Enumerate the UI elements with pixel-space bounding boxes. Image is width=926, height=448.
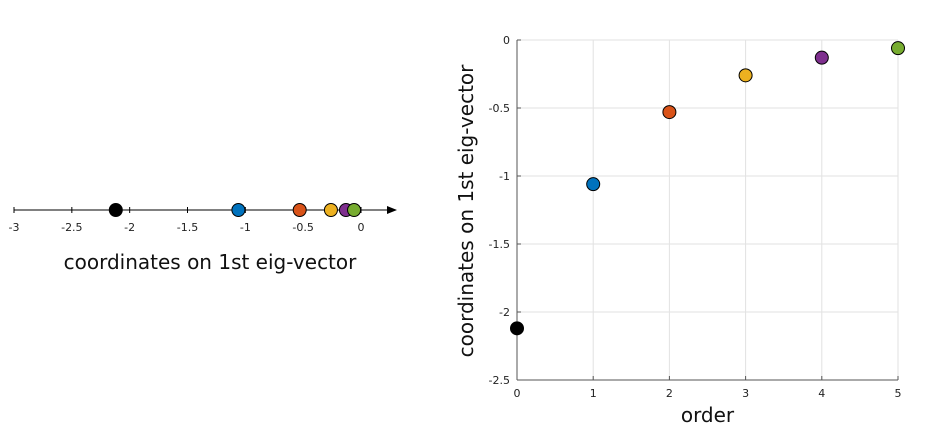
number-line-point xyxy=(323,203,338,217)
scatter-chart: 0 1 2 3 4 5 0 -0.5 -1 -1.5 -2 -2.5 order coordinat… xyxy=(454,34,905,427)
number-line-point xyxy=(292,203,307,217)
y-tick-label: -0.5 xyxy=(489,102,510,115)
number-line-tick-label: -1 xyxy=(240,221,251,234)
y-tick-label: -2.5 xyxy=(489,374,510,387)
scatter-x-ticks: 0 1 2 3 4 5 xyxy=(514,376,902,400)
x-tick-label: 3 xyxy=(742,387,749,400)
number-line-ticks: -3 -2.5 -2 -1.5 -1 -0.5 0 xyxy=(9,206,397,234)
number-line-tick-label: -3 xyxy=(9,221,20,234)
number-line-x-label: coordinates on 1st eig-vector xyxy=(64,250,358,274)
x-tick-label: 4 xyxy=(818,387,825,400)
number-line-point xyxy=(347,203,362,217)
scatter-point xyxy=(738,68,753,83)
number-line-points xyxy=(108,203,362,217)
number-line-point xyxy=(108,203,123,217)
number-line-tick-label: -2.5 xyxy=(61,221,82,234)
scatter-y-label: coordinates on 1st eig-vector xyxy=(454,64,478,358)
scatter-point xyxy=(586,177,601,192)
scatter-axes xyxy=(516,40,898,381)
y-tick-label: -2 xyxy=(499,306,510,319)
y-tick-label: -1 xyxy=(499,170,510,183)
number-line-tick-label: -0.5 xyxy=(292,221,313,234)
y-tick-label: -1.5 xyxy=(489,238,510,251)
number-line-chart: -3 -2.5 -2 -1.5 -1 -0.5 0 coordinates on 1st e… xyxy=(9,203,397,274)
x-tick-label: 2 xyxy=(666,387,673,400)
scatter-point xyxy=(662,105,677,120)
scatter-points xyxy=(510,41,905,336)
scatter-point xyxy=(814,50,829,65)
scatter-grid xyxy=(516,39,899,381)
scatter-y-ticks: 0 -0.5 -1 -1.5 -2 -2.5 xyxy=(489,34,521,387)
number-line-tick-label: -1.5 xyxy=(177,221,198,234)
number-line-point xyxy=(231,203,246,217)
scatter-x-label: order xyxy=(681,403,735,427)
scatter-point xyxy=(510,321,524,336)
x-tick-label: 0 xyxy=(514,387,521,400)
number-line-tick-label: -2 xyxy=(124,221,135,234)
x-tick-label: 5 xyxy=(895,387,902,400)
y-tick-label: 0 xyxy=(503,34,510,47)
x-tick-label: 1 xyxy=(590,387,597,400)
scatter-point xyxy=(891,41,905,56)
number-line-tick-label: 0 xyxy=(358,221,365,234)
